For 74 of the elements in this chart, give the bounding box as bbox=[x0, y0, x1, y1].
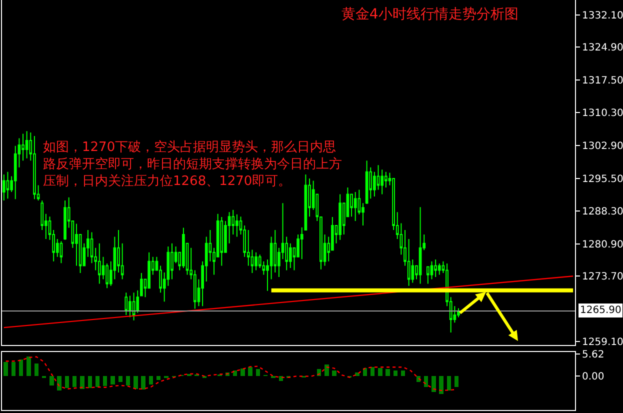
candlestick bbox=[354, 191, 357, 222]
candlestick bbox=[25, 130, 28, 159]
candlestick bbox=[338, 194, 342, 240]
candlestick bbox=[304, 174, 308, 230]
candlestick bbox=[300, 226, 304, 260]
candlestick bbox=[124, 292, 128, 316]
candlestick bbox=[64, 200, 66, 240]
y-tick-label: 1317.50 bbox=[582, 76, 623, 87]
bar bbox=[118, 376, 123, 382]
candlestick bbox=[128, 295, 132, 318]
y-tick-label: 1332.10 bbox=[582, 10, 623, 22]
y-tick-label: 1288.30 bbox=[582, 206, 623, 218]
bar bbox=[4, 362, 8, 376]
candlestick bbox=[6, 171, 10, 200]
y-tick-label: 1310.30 bbox=[582, 108, 623, 119]
candlestick bbox=[418, 206, 422, 284]
bar bbox=[57, 376, 62, 391]
bar bbox=[141, 376, 146, 390]
bar bbox=[370, 367, 375, 376]
bar bbox=[401, 370, 406, 376]
candlestick bbox=[98, 242, 101, 284]
y-tick-label: 5.62 bbox=[582, 349, 604, 360]
candlestick bbox=[2, 174, 6, 201]
bar bbox=[19, 360, 24, 376]
bar bbox=[446, 376, 452, 391]
candlestick bbox=[33, 136, 36, 200]
candlestick bbox=[60, 240, 63, 264]
y-tick-label: 1302.90 bbox=[582, 140, 623, 152]
bar bbox=[64, 376, 70, 388]
bar bbox=[324, 364, 329, 376]
bar bbox=[432, 376, 436, 392]
bar bbox=[110, 376, 115, 385]
bar bbox=[11, 362, 16, 376]
ref-line-label: 1265.90 bbox=[580, 305, 622, 316]
bar bbox=[156, 376, 161, 380]
bar bbox=[278, 376, 283, 381]
bar bbox=[103, 376, 108, 386]
bar bbox=[134, 376, 138, 389]
candlestick bbox=[380, 169, 384, 195]
bar bbox=[34, 364, 38, 376]
bar bbox=[424, 376, 428, 387]
y-tick-label: 1280.90 bbox=[582, 239, 623, 250]
bar bbox=[95, 376, 100, 387]
bar bbox=[386, 369, 390, 376]
bar bbox=[454, 376, 459, 387]
candlestick bbox=[132, 292, 136, 321]
bar bbox=[256, 369, 260, 376]
bar bbox=[80, 376, 84, 389]
candlestick bbox=[434, 259, 438, 278]
bar bbox=[26, 356, 31, 376]
bar bbox=[439, 376, 444, 394]
candlestick bbox=[140, 272, 143, 296]
y-tick-label: 0.00 bbox=[582, 372, 604, 383]
y-tick-label: 1295.50 bbox=[582, 174, 623, 186]
bar bbox=[332, 370, 336, 376]
candlestick bbox=[430, 260, 434, 280]
bar bbox=[248, 367, 252, 376]
y-tick-label: 1273.70 bbox=[582, 272, 623, 283]
text: 黄金4小时线行情走势分析图 bbox=[341, 6, 518, 22]
bar bbox=[50, 376, 54, 386]
y-tick-label: 1324.90 bbox=[582, 42, 623, 54]
candlestick bbox=[365, 160, 368, 205]
bar bbox=[126, 376, 130, 386]
candlestick bbox=[220, 216, 224, 266]
candlestick bbox=[438, 263, 441, 276]
bar bbox=[148, 376, 154, 385]
bar bbox=[240, 368, 245, 376]
bar bbox=[72, 376, 77, 387]
bar bbox=[88, 376, 92, 388]
y-tick-label: 1259.10 bbox=[582, 336, 623, 348]
annotation: 如图，1270下破，空头占据明显势头，那么日内思路反弹开空即可，昨日的短期支撑转换为今日的上方压制，日内关注压力位1268、1270即可。 bbox=[43, 140, 342, 189]
candlestick bbox=[254, 252, 258, 271]
candlestick bbox=[235, 214, 238, 238]
bar bbox=[378, 368, 382, 376]
